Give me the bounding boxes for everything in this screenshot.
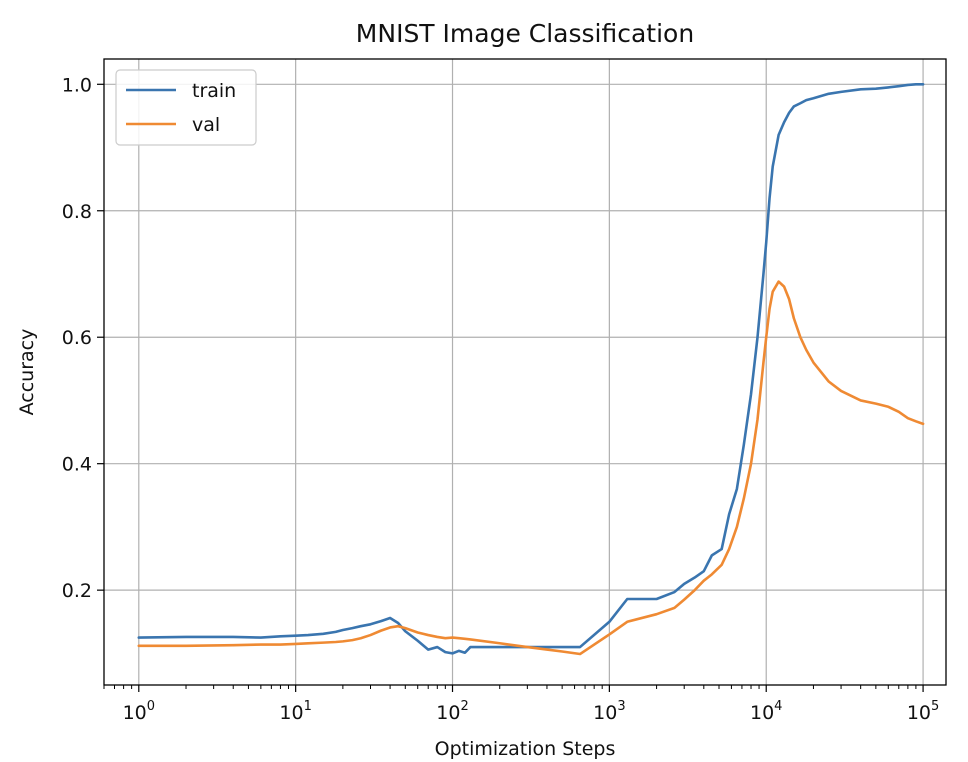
x-tick-label: 102 [436, 699, 468, 724]
y-tick-label: 0.2 [62, 580, 92, 602]
x-tick-label: 103 [593, 699, 625, 724]
x-tick-label: 105 [907, 699, 939, 724]
legend: train val [115, 69, 257, 146]
y-axis-label: Accuracy [16, 329, 38, 416]
x-axis-label: Optimization Steps [435, 738, 616, 760]
y-tick-label: 0.8 [62, 201, 92, 223]
y-tick-label: 0.4 [62, 454, 92, 476]
axis-ticks: 100 101 102 103 104 105 0.2 0.4 0.6 0.8 1.0 [62, 74, 940, 724]
series-lines [137, 82, 925, 656]
series-line-train [137, 82, 925, 655]
y-tick-label: 1.0 [62, 74, 92, 96]
legend-label-train: train [192, 80, 236, 102]
y-tick-label: 0.6 [62, 327, 92, 349]
series-line-val [137, 280, 925, 656]
plot-frame [103, 58, 947, 686]
legend-label-val: val [192, 114, 220, 136]
x-tick-label: 101 [279, 699, 311, 724]
x-tick-label: 100 [123, 699, 155, 724]
chart-title: MNIST Image Classification [356, 19, 694, 48]
x-tick-label: 104 [750, 699, 782, 724]
